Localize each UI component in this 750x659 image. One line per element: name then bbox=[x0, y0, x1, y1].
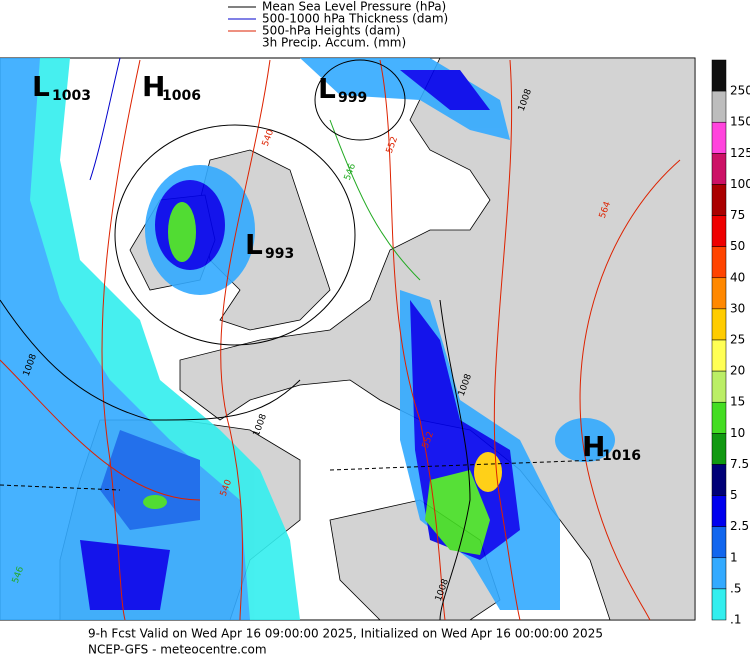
precip-area bbox=[100, 430, 200, 530]
center-value: 1003 bbox=[52, 88, 91, 104]
coast-dash bbox=[0, 459, 601, 491]
precip-area bbox=[80, 540, 170, 610]
colorbar-swatch bbox=[711, 308, 727, 341]
colorbar-label: 250 bbox=[730, 84, 750, 98]
center-letter: H bbox=[582, 430, 605, 463]
center-value: 999 bbox=[338, 90, 367, 106]
height-contour bbox=[379, 59, 446, 621]
pressure-contour bbox=[439, 299, 471, 621]
precip-area bbox=[143, 495, 167, 509]
colorbar-label: 20 bbox=[730, 364, 745, 378]
center-letter: L bbox=[32, 70, 50, 103]
legend-label: 500-hPa Heights (dam) bbox=[262, 24, 400, 38]
colorbar-swatch bbox=[711, 90, 727, 123]
center-value: 1006 bbox=[162, 88, 201, 104]
pressure-contour bbox=[0, 299, 301, 421]
colorbar-swatch bbox=[711, 59, 727, 92]
center-letter: L bbox=[245, 228, 263, 261]
precip-area bbox=[425, 470, 490, 555]
precip-area bbox=[474, 452, 502, 492]
center-letter: H bbox=[142, 70, 165, 103]
height-contour bbox=[493, 59, 521, 621]
colorbar-swatch bbox=[711, 433, 727, 465]
footer-text: 9-h Fcst Valid on Wed Apr 16 09:00:00 20… bbox=[88, 627, 603, 641]
colorbar-swatch bbox=[711, 526, 727, 559]
height-contour bbox=[579, 159, 681, 621]
colorbar-swatch bbox=[711, 246, 727, 279]
colorbar-swatch bbox=[711, 121, 727, 154]
legend-label: Mean Sea Level Pressure (hPa) bbox=[262, 0, 446, 14]
colorbar-swatch bbox=[711, 277, 727, 310]
colorbar-swatch bbox=[711, 339, 727, 372]
colorbar-swatch bbox=[711, 370, 727, 403]
legend: Mean Sea Level Pressure (hPa)500-1000 hP… bbox=[228, 0, 448, 50]
colorbar-swatch bbox=[711, 153, 727, 185]
colorbar-label: 10 bbox=[730, 426, 745, 440]
colorbar-label: 40 bbox=[730, 270, 745, 284]
center-value: 1016 bbox=[602, 448, 641, 464]
precip-area bbox=[555, 418, 615, 462]
precip-area bbox=[168, 202, 196, 262]
pressure-contour bbox=[314, 59, 406, 141]
legend-label: 3h Precip. Accum. (mm) bbox=[262, 36, 406, 50]
precip-area bbox=[400, 70, 490, 110]
colorbar-label: 7.5 bbox=[730, 457, 749, 471]
colorbar-label: 15 bbox=[730, 395, 745, 409]
map bbox=[0, 57, 696, 621]
colorbar-swatch bbox=[711, 464, 727, 496]
colorbar-swatch bbox=[711, 401, 727, 434]
colorbar-swatch bbox=[711, 557, 727, 590]
center-value: 993 bbox=[265, 246, 294, 262]
colorbar-label: .5 bbox=[730, 581, 741, 595]
colorbar-label: 2.5 bbox=[730, 519, 749, 533]
height-contour bbox=[0, 359, 201, 501]
colorbar: 250 150 125 100 75 50 40 30 25 20 15 10 7.5 5 2.5 1 .5 .1 bbox=[711, 59, 750, 627]
colorbar-label: 25 bbox=[730, 333, 745, 347]
thickness-contour bbox=[89, 57, 121, 181]
thickness-contour bbox=[329, 119, 421, 281]
colorbar-label: 125 bbox=[730, 146, 750, 160]
colorbar-swatch bbox=[711, 588, 727, 621]
pressure-contour bbox=[114, 124, 356, 346]
colorbar-label: .1 bbox=[730, 613, 741, 627]
colorbar-label: 1 bbox=[730, 550, 738, 564]
colorbar-swatch bbox=[711, 184, 727, 216]
colorbar-label: 100 bbox=[730, 177, 750, 191]
colorbar-label: 5 bbox=[730, 488, 738, 502]
colorbar-label: 30 bbox=[730, 301, 745, 315]
height-contour bbox=[220, 59, 271, 621]
legend-label: 500-1000 hPa Thickness (dam) bbox=[262, 12, 448, 26]
colorbar-label: 75 bbox=[730, 208, 745, 222]
colorbar-swatch bbox=[711, 495, 727, 527]
colorbar-label: 150 bbox=[730, 115, 750, 129]
height-contour bbox=[101, 59, 141, 621]
center-letter: L bbox=[318, 72, 336, 105]
contours bbox=[0, 57, 681, 621]
footer-text: NCEP-GFS - meteocentre.com bbox=[88, 643, 267, 656]
colorbar-label: 50 bbox=[730, 239, 745, 253]
colorbar-swatch bbox=[711, 215, 727, 247]
